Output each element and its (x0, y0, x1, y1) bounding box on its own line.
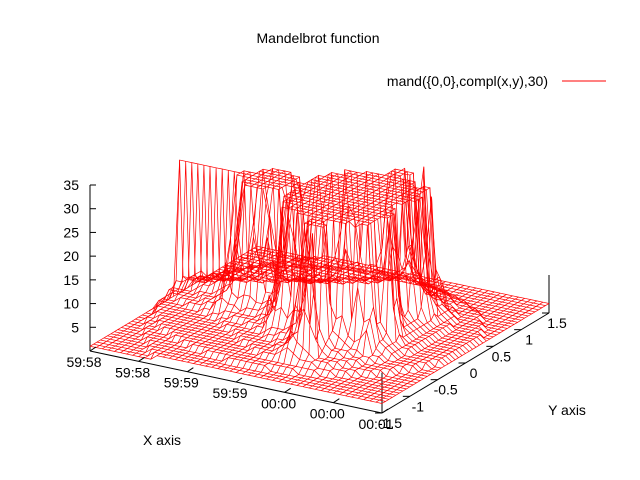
surface-line-y (152, 199, 445, 367)
surface-line-y (162, 181, 456, 361)
x-tick (381, 408, 389, 414)
y-tick-label: -1.5 (378, 415, 402, 431)
surface-line-y (229, 166, 522, 321)
y-tick-label: 1.5 (547, 315, 567, 331)
x-tick-label: 00:00 (261, 395, 296, 411)
surface-line-y (246, 252, 539, 311)
legend-label: mand({0,0},compl(x,y),30) (387, 73, 548, 89)
x-tick-label: 59:59 (164, 375, 199, 391)
surface-line-y (121, 308, 414, 386)
surface-line-y (218, 168, 511, 327)
x-tick (235, 377, 243, 383)
surface-line-y (148, 201, 442, 369)
surface-line-y (110, 333, 403, 392)
x-tick-label: 00:00 (310, 406, 345, 422)
surface-line-y (89, 345, 383, 404)
surface-line-y (131, 220, 424, 379)
surface-line-y (107, 335, 400, 394)
z-tick-label: 20 (63, 248, 79, 264)
surface-line-y (145, 205, 438, 371)
surface-line-y (208, 171, 501, 334)
y-axis-label: Y axis (548, 402, 586, 418)
z-tick-label: 35 (63, 177, 79, 193)
y-tick-label: 0 (470, 365, 478, 381)
surface-line-y (249, 250, 543, 309)
surface-line-y (114, 330, 407, 390)
surface-line-y (194, 174, 487, 342)
y-tick-label: -0.5 (434, 382, 458, 398)
surface-line-y (222, 168, 515, 325)
x-axis-label: X axis (143, 432, 181, 448)
z-tick-label: 15 (63, 272, 79, 288)
z-tick-label: 10 (63, 296, 79, 312)
x-tick (333, 398, 340, 404)
y-tick-label: -1 (412, 398, 425, 414)
z-tick-label: 25 (63, 224, 79, 240)
x-tick-label: 59:58 (66, 354, 101, 370)
surface-line-y (117, 233, 410, 388)
x-tick-label: 00:01 (358, 416, 393, 432)
chart-title: Mandelbrot function (257, 30, 380, 46)
surface-line-y (159, 184, 452, 363)
surface-line-y (124, 226, 417, 384)
surface-line-y (256, 245, 550, 304)
legend: mand({0,0},compl(x,y),30) (387, 73, 606, 89)
z-tick-label: 5 (71, 319, 79, 335)
surface-line-y (135, 218, 428, 377)
surface-line-y (183, 168, 477, 348)
axis-ticks: 59:5859:5859:5959:5900:0000:0000:01-1.5-… (63, 177, 567, 432)
x-tick (89, 346, 97, 352)
y-tick-label: 0.5 (492, 348, 512, 364)
x-tick-label: 59:58 (115, 364, 150, 380)
surface-mesh (89, 159, 550, 404)
x-tick (284, 387, 291, 393)
surface-line-y (211, 172, 504, 331)
surface-line-y (197, 172, 490, 340)
surface-line-y (201, 172, 494, 338)
surface-line-y (128, 222, 421, 381)
surface-line-y (232, 259, 525, 319)
surface-line-y (93, 343, 386, 402)
x-tick-label: 59:59 (212, 385, 247, 401)
surface-line-y (96, 341, 390, 400)
x-tick (187, 367, 194, 373)
x-tick (138, 356, 145, 362)
surface-line-y (204, 169, 497, 336)
surface-line-y (103, 337, 396, 396)
y-tick-label: 1 (525, 332, 533, 348)
surface-line-y (190, 174, 484, 344)
surface-line-y (236, 258, 529, 317)
z-tick-label: 30 (63, 201, 79, 217)
surface-line-y (173, 159, 466, 354)
surface-line-y (166, 179, 459, 358)
surface-line-y (253, 247, 546, 306)
surface-line-y (225, 245, 518, 323)
